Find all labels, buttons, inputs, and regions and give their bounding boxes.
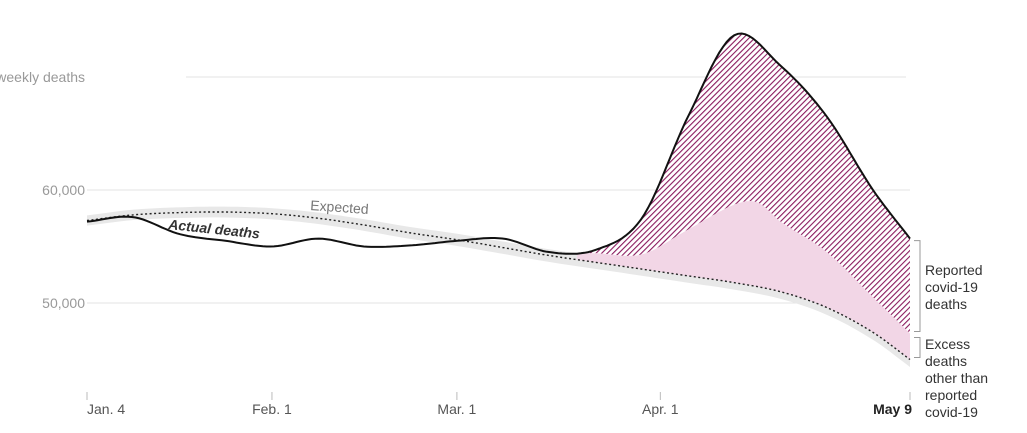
excess-deaths-label-line: covid-19: [925, 404, 978, 420]
reported-covid-label-line: deaths: [925, 296, 967, 312]
x-tick-label: Mar. 1: [437, 401, 476, 417]
excess-deaths-label: Excess deaths other than reported covid-19: [925, 336, 988, 420]
y-tick-label: 50,000: [42, 295, 85, 311]
expected-uncertainty-band: [87, 206, 910, 367]
excess-other-deaths-area: [577, 201, 910, 360]
y-tick-label: 70,000 weekly deaths: [0, 69, 85, 85]
x-axis: Jan. 4 Feb. 1 Mar. 1 Apr. 1 May 9: [86, 392, 912, 417]
expected-label: Expected: [310, 197, 369, 217]
reported-covid-label-line: Reported: [925, 262, 983, 278]
reported-covid-deaths-area: [577, 33, 910, 334]
x-tick-label: Apr. 1: [642, 401, 679, 417]
y-axis-labels: 50,000 60,000 70,000 weekly deaths: [0, 69, 85, 311]
reported-bracket: [914, 240, 921, 333]
excess-deaths-label-line: Excess: [925, 336, 970, 352]
excess-bracket: [914, 337, 921, 358]
excess-deaths-label-line: reported: [925, 387, 977, 403]
excess-deaths-label-line: other than: [925, 370, 988, 386]
x-tick-label: Feb. 1: [252, 401, 292, 417]
actual-deaths-label: Actual deaths: [167, 216, 261, 242]
y-tick-label: 60,000: [42, 182, 85, 198]
reported-covid-label: Reported covid-19 deaths: [925, 262, 983, 312]
excess-deaths-label-line: deaths: [925, 353, 967, 369]
expected-deaths-line: [86, 211, 911, 361]
x-tick-label: Jan. 4: [87, 401, 125, 417]
actual-deaths-line: [86, 32, 911, 255]
x-tick-label: May 9: [873, 401, 912, 417]
reported-covid-label-line: covid-19: [925, 279, 978, 295]
